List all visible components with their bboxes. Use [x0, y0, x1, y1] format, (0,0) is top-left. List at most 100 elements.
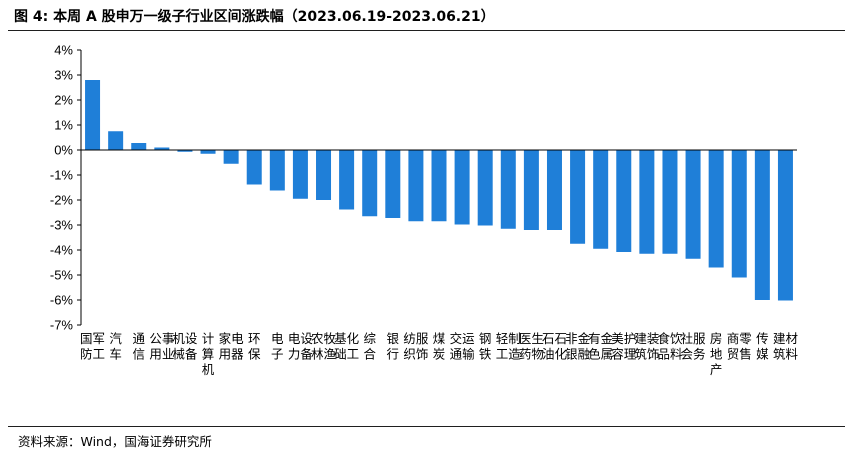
x-tick-label-char: 器 [231, 347, 244, 362]
x-tick-label-char: 工 [93, 347, 106, 362]
x-tick-label-char: 交 [450, 331, 463, 346]
x-tick-label: 银行 [387, 331, 400, 362]
x-tick-label-char: 计 [202, 331, 215, 346]
x-tick-label-char: 理 [624, 347, 637, 362]
bar [616, 150, 632, 252]
x-tick-label-char: 品 [657, 347, 670, 362]
y-axis: 4% 3% 2% 1% 0% -1% -2% -3% -4% -5% -6% -7% [50, 43, 81, 333]
x-tick-label-char: 备 [185, 347, 198, 362]
x-tick-label-char: 石 [542, 331, 555, 346]
x-tick-label-char: 融 [578, 347, 591, 362]
bar [570, 150, 586, 244]
y-tick-label: 0% [54, 143, 73, 158]
x-tick-label-char: 属 [601, 347, 614, 362]
chart-title: 图 4: 本周 A 股申万一级子行业区间涨跌幅（2023.06.19-2023.… [14, 9, 495, 25]
x-tick-label-char: 设 [300, 331, 313, 346]
x-tick-label-char: 容 [611, 347, 624, 362]
x-tick-label-char: 农 [311, 331, 324, 346]
x-tick-label-char: 用 [219, 347, 232, 362]
x-tick-label-char: 算 [202, 347, 215, 362]
x-tick-label-char: 会 [681, 347, 694, 362]
x-tick-label-char: 金 [578, 331, 591, 346]
bar [639, 150, 655, 254]
x-tick-label-char: 行 [387, 347, 400, 362]
x-tick-label-char: 车 [109, 347, 122, 362]
x-tick-label-char: 设 [185, 331, 198, 346]
x-tick-label-char: 电 [288, 331, 301, 346]
x-tick-label-char: 炭 [433, 347, 446, 362]
x-tick-label-char: 料 [670, 347, 683, 362]
x-tick-label-char: 电 [271, 331, 284, 346]
y-tick-label: -6% [50, 293, 74, 308]
bar [731, 150, 747, 278]
x-tick-label: 煤炭 [433, 331, 446, 362]
x-tick-label-char: 地 [710, 347, 723, 362]
x-tick-label-char: 装 [647, 331, 660, 346]
x-tick-label: 汽车 [109, 331, 122, 362]
x-tick-label: 计算机 [202, 331, 215, 377]
x-tick-label-char: 事 [162, 331, 175, 346]
x-tick-label-char: 服 [416, 331, 429, 346]
y-tick-label: 1% [54, 118, 73, 133]
x-tick-label-char: 林 [311, 347, 324, 362]
x-tick-label-char: 用 [149, 347, 162, 362]
bar [500, 150, 516, 229]
bar [754, 150, 770, 300]
x-tick-label-char: 建 [634, 331, 647, 346]
x-tick-label-char: 化 [554, 347, 567, 362]
x-tick-label-char: 电 [231, 331, 244, 346]
x-tick-label-char: 零 [739, 331, 752, 346]
bar [108, 131, 124, 150]
bar [662, 150, 678, 254]
x-tick-label-char: 医 [519, 331, 532, 346]
bar [593, 150, 609, 249]
x-tick-label-char: 饰 [416, 347, 429, 362]
x-tick-label-char: 媒 [756, 347, 769, 362]
y-tick-label: -2% [50, 193, 74, 208]
x-tick-label-char: 美 [611, 331, 624, 346]
x-tick-label-char: 色 [588, 347, 601, 362]
x-tick-label-char: 油 [542, 347, 555, 362]
x-tick-label-char: 筑 [773, 347, 786, 362]
x-tick-label-char: 铁 [479, 347, 492, 362]
x-tick-label-char: 服 [693, 331, 706, 346]
x-tick-label-char: 纺 [403, 331, 416, 346]
x-tick-label-char: 贸 [727, 347, 740, 362]
x-tick-label-char: 合 [363, 347, 376, 362]
x-tick-label-char: 筑 [634, 347, 647, 362]
x-tick-label-char: 输 [462, 347, 475, 362]
x-tick-label-char: 有 [588, 331, 601, 346]
x-tick-label-char: 药 [519, 347, 532, 362]
x-tick-label-char: 石 [554, 331, 567, 346]
x-tick-label-char: 力 [288, 347, 301, 362]
x-tick-label-char: 基 [334, 331, 347, 346]
x-tick-label-char: 军 [93, 331, 106, 346]
x-tick-label-char: 业 [162, 347, 175, 362]
y-tick-label: -3% [50, 218, 74, 233]
x-tick-label-char: 产 [710, 362, 723, 377]
y-tick-label: -4% [50, 243, 74, 258]
x-tick-label-char: 信 [132, 347, 145, 362]
bar-series [85, 80, 793, 301]
bar [454, 150, 470, 225]
y-tick-label: -5% [50, 268, 74, 283]
x-tick-label-char: 饮 [670, 331, 683, 346]
x-tick-label-char: 汽 [109, 331, 122, 346]
y-tick-label: -1% [50, 168, 74, 183]
x-tick-label-char: 护 [624, 331, 637, 346]
bar [546, 150, 562, 230]
bar [223, 150, 239, 164]
bar [131, 143, 147, 150]
